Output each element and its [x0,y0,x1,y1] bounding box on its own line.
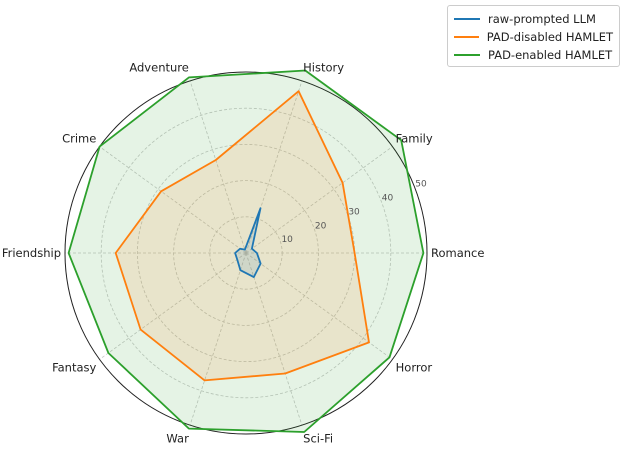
legend-label-pad-disabled: PAD-disabled HAMLET [486,30,613,44]
series-fill-pad-disabled-hamlet [115,91,369,381]
polar-frame [64,71,428,435]
grid-spoke-crime [99,146,247,254]
legend-label-raw-prompted: raw-prompted LLM [488,12,596,26]
chart-legend: raw-prompted LLM PAD-disabled HAMLET PAD… [447,5,620,67]
radial-tick-label: 40 [382,194,394,204]
legend-label-pad-enabled: PAD-enabled HAMLET [488,48,613,62]
series-line-pad-enabled-hamlet [67,69,425,433]
radial-tick-label: 20 [315,221,327,231]
series-fill-pad-enabled-hamlet [68,70,424,432]
series-line-raw-prompted-llm [234,207,262,279]
legend-swatch-raw-prompted [454,18,480,20]
radial-tick-label: 10 [281,235,293,245]
category-label-friendship: Friendship [2,246,61,260]
legend-item-pad-disabled: PAD-disabled HAMLET [454,28,613,46]
radial-tick-label: 50 [415,180,427,190]
category-label-romance: Romance [431,246,484,260]
grid-spoke-fantasy [99,252,247,360]
grid-spoke-family [245,146,393,254]
series-line-pad-disabled-hamlet [114,90,370,382]
radial-tick-label: 30 [348,207,360,217]
grid-spoke-sci-fi [245,252,303,426]
radar-grid [64,71,428,435]
legend-swatch-pad-disabled [454,36,479,38]
category-label-history: History [303,61,344,75]
category-label-fantasy: Fantasy [52,361,96,375]
category-label-horror: Horror [396,361,433,375]
category-label-war: War [166,431,189,445]
legend-item-pad-enabled: PAD-enabled HAMLET [454,46,613,64]
category-label-sci-fi: Sci-Fi [303,431,333,445]
grid-circle-40 [100,107,392,399]
category-label-crime: Crime [62,131,96,145]
category-label-family: Family [396,131,433,145]
grid-spoke-war [189,252,247,426]
legend-swatch-pad-enabled [454,54,480,56]
category-label-adventure: Adventure [129,61,188,75]
radar-series [67,69,425,433]
grid-spoke-adventure [189,80,247,254]
legend-item-raw-prompted: raw-prompted LLM [454,10,613,28]
radar-labels: 10 20 30 40 50 Romance Family History Adventure C… [2,61,485,446]
